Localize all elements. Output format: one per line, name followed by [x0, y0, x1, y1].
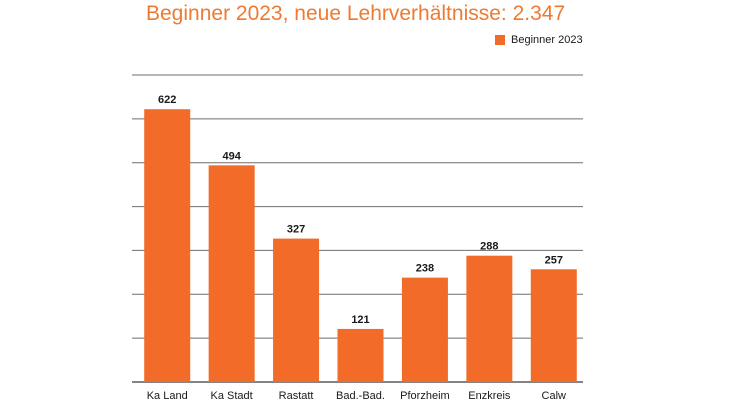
- data-label: 494: [222, 150, 241, 162]
- x-tick-label: Ka Stadt: [211, 390, 253, 402]
- x-tick-label: Calw: [542, 390, 567, 402]
- bar: [337, 328, 384, 382]
- bar: [273, 238, 320, 382]
- legend-label: Beginner 2023: [511, 34, 583, 46]
- legend: Beginner 2023: [495, 34, 583, 46]
- data-label: 622: [158, 94, 176, 106]
- data-label: 288: [480, 241, 498, 253]
- data-label: 327: [287, 224, 305, 236]
- x-tick-label: Bad.-Bad.: [336, 390, 385, 402]
- bar: [466, 255, 513, 382]
- bar: [208, 165, 255, 382]
- x-tick-label: Enzkreis: [468, 390, 511, 402]
- x-tick-label: Pforzheim: [400, 390, 450, 402]
- bar: [401, 277, 448, 382]
- chart-title: Beginner 2023, neue Lehrverhältnisse: 2.…: [146, 2, 566, 25]
- bar: [530, 269, 577, 382]
- data-label: 257: [545, 254, 563, 266]
- data-label: 238: [416, 263, 434, 275]
- bar: [144, 109, 191, 383]
- data-label: 121: [351, 314, 369, 326]
- legend-swatch: [495, 35, 505, 45]
- x-tick-label: Rastatt: [279, 390, 314, 402]
- x-tick-label: Ka Land: [147, 390, 188, 402]
